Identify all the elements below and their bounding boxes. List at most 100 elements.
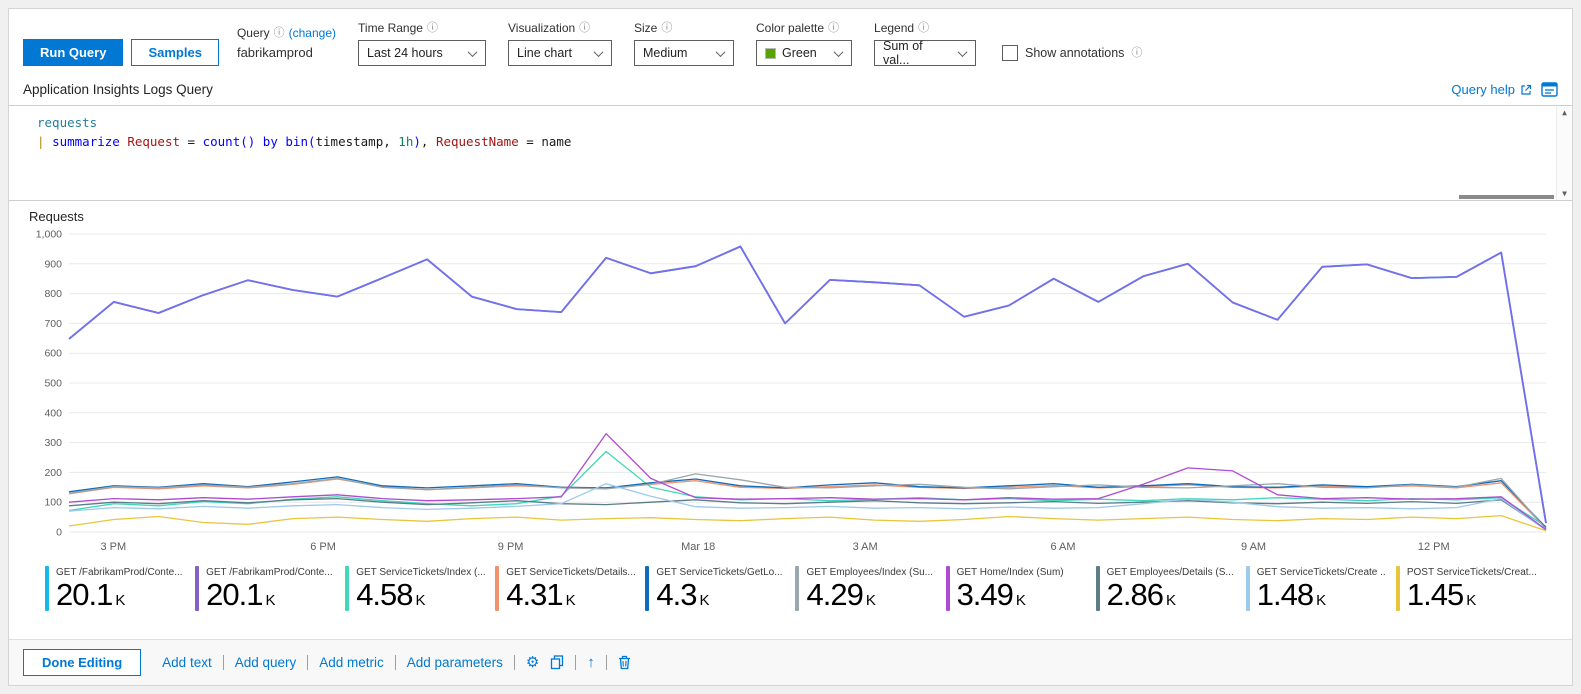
divider [307, 655, 309, 670]
series-value: 1.45 K [1407, 578, 1536, 611]
time-range-select[interactable]: Last 24 hours [358, 40, 487, 66]
y-axis-tick-label: 1,000 [36, 229, 62, 241]
series-total: 2.86 [1106, 577, 1164, 611]
series-value: 3.49 K [957, 578, 1064, 611]
color-palette-select[interactable]: Green [756, 40, 853, 66]
show-annotations-checkbox[interactable] [1002, 45, 1019, 61]
get-servicetickets-create-line [68, 483, 1547, 531]
legend-card[interactable]: GET Employees/Details (S... 2.86 K [1095, 566, 1236, 611]
legend-card[interactable]: GET Employees/Index (Su... 4.29 K [795, 566, 935, 611]
kql-query-editor[interactable]: requests | summarize Request = count() b… [9, 105, 1572, 201]
series-value: 20.1 K [206, 578, 333, 611]
show-annotations-label: Show annotations [1025, 46, 1125, 60]
info-icon: ⓘ [918, 21, 930, 34]
series-total: 20.1 [56, 577, 113, 611]
delete-trash-icon[interactable] [618, 655, 631, 670]
chevron-down-icon [950, 41, 975, 65]
scroll-up-icon[interactable]: ▲ [1562, 108, 1567, 117]
get-servicetickets-index-line [68, 450, 1547, 528]
series-value: 2.86 K [1107, 578, 1234, 611]
query-line-1: requests [37, 115, 98, 130]
size-select[interactable]: Medium [634, 40, 735, 66]
add-query-link[interactable]: Add query [234, 655, 297, 670]
series-value: 4.58 K [356, 578, 485, 611]
chart-section: Requests 0 100 200 300 400 500 600 700 800 900 1,0… [9, 201, 1572, 611]
legend-card[interactable]: GET /FabrikamProd/Conte... 20.1 K [195, 566, 335, 611]
query-source-group: Query ⓘ (change) fabrikamprod [237, 26, 336, 66]
series-label: GET ServiceTickets/GetLo... [656, 567, 783, 578]
series-total: 1.48 [1256, 577, 1314, 611]
divider [394, 655, 396, 670]
chevron-down-icon [825, 41, 851, 65]
series-value: 1.48 K [1257, 578, 1386, 611]
add-parameters-link[interactable]: Add parameters [406, 655, 503, 670]
legend-card[interactable]: POST ServiceTickets/Creat... 1.45 K [1395, 566, 1536, 611]
editor-vertical-scrollbar[interactable]: ▲ ▼ [1556, 106, 1572, 200]
y-axis-tick-label: 300 [44, 437, 62, 449]
series-unit: K [699, 592, 710, 609]
scroll-down-icon[interactable]: ▼ [1562, 189, 1567, 198]
copy-icon[interactable] [550, 655, 564, 670]
query-line-2: | summarize Request = count() by bin(tim… [37, 134, 572, 149]
legend-card[interactable]: GET ServiceTickets/Create ... 1.48 K [1245, 566, 1386, 611]
series-unit: K [865, 592, 876, 609]
settings-gear-icon[interactable]: ⚙ [525, 654, 540, 671]
series-color-bar [45, 566, 49, 611]
series-label: GET Employees/Details (S... [1106, 567, 1234, 578]
series-unit: K [115, 592, 126, 609]
series-color-bar [495, 566, 500, 611]
x-axis-tick-label: 9 PM [498, 541, 524, 553]
info-icon: ⓘ [273, 26, 285, 39]
samples-button[interactable]: Samples [131, 39, 219, 66]
series-unit: K [1166, 592, 1177, 609]
series-color-bar [1245, 566, 1250, 611]
change-link[interactable]: (change) [288, 26, 337, 40]
info-icon: ⓘ [828, 21, 840, 34]
series-unit: K [565, 592, 576, 609]
series-unit: K [1015, 592, 1026, 609]
query-help-link[interactable]: Query help [1451, 82, 1532, 97]
section-title: Application Insights Logs Query [23, 82, 213, 97]
divider [222, 655, 224, 670]
y-axis-tick-label: 400 [44, 407, 62, 419]
legend-card[interactable]: GET Home/Index (Sum) 3.49 K [945, 566, 1086, 611]
legend-card[interactable]: GET /FabrikamProd/Conte... 20.1 K [45, 566, 185, 611]
series-label: GET /FabrikamProd/Conte... [56, 567, 183, 578]
visualization-select[interactable]: Line chart [508, 40, 613, 66]
size-control: Size ⓘ Medium [634, 21, 735, 66]
divider [605, 655, 607, 670]
legend-select[interactable]: Sum of val... [874, 39, 977, 67]
add-metric-link[interactable]: Add metric [319, 655, 384, 670]
query-source-value: fabrikamprod [236, 45, 313, 60]
get-fabrikamprod-content-purple-line [68, 245, 1547, 524]
series-unit: K [1466, 592, 1477, 609]
legend-card[interactable]: GET ServiceTickets/GetLo... 4.3 K [645, 566, 785, 611]
divider [513, 655, 515, 670]
series-value: 4.29 K [806, 578, 933, 611]
move-up-icon[interactable]: ↑ [587, 654, 595, 671]
show-annotations-group: Show annotations ⓘ [1002, 45, 1142, 66]
series-unit: K [415, 592, 426, 609]
chevron-down-icon [585, 41, 611, 65]
add-text-link[interactable]: Add text [162, 655, 212, 670]
done-editing-button[interactable]: Done Editing [23, 649, 142, 676]
divider [575, 655, 577, 670]
editor-horizontal-scrollbar[interactable] [1459, 195, 1554, 199]
run-query-button[interactable]: Run Query [23, 39, 124, 66]
series-label: GET /FabrikamProd/Conte... [206, 567, 333, 578]
legend-card[interactable]: GET ServiceTickets/Details... 4.31 K [495, 566, 635, 611]
y-axis-tick-label: 800 [44, 288, 62, 300]
logs-icon[interactable] [1541, 82, 1558, 97]
series-label: GET Home/Index (Sum) [956, 567, 1064, 578]
time-range-control: Time Range ⓘ Last 24 hours [358, 21, 487, 66]
section-header: Application Insights Logs Query Query he… [9, 76, 1572, 105]
x-axis-tick-label: 6 AM [1050, 541, 1075, 553]
legend-card[interactable]: GET ServiceTickets/Index (... 4.58 K [345, 566, 485, 611]
y-axis-tick-label: 500 [44, 378, 62, 390]
toolbar: Run Query Samples Query ⓘ (change) fabri… [9, 9, 1572, 76]
get-home-index-line [68, 433, 1547, 531]
x-axis-tick-label: 9 AM [1241, 541, 1266, 553]
series-total: 4.3 [656, 577, 697, 611]
footer-toolbar: Done Editing Add text Add query Add metr… [9, 639, 1572, 685]
info-icon: ⓘ [1131, 46, 1143, 59]
